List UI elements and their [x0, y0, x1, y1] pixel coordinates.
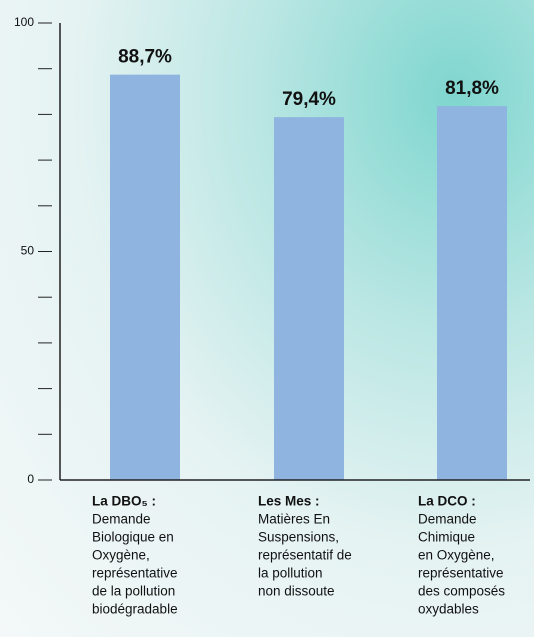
category-description: oxydables [418, 602, 479, 617]
category-description: Demande [92, 512, 151, 527]
y-tick-label: 0 [27, 472, 34, 486]
y-tick-label: 50 [21, 244, 35, 258]
bar [274, 117, 344, 480]
category-description: des composés [418, 584, 505, 599]
category-description: de la pollution [92, 584, 175, 599]
category-description: Oxygène, [92, 548, 150, 563]
category-description: Biologique en [92, 530, 174, 545]
category-description: biodégradable [92, 602, 178, 617]
value-label: 79,4% [282, 89, 336, 110]
category-label: Les Mes : [258, 494, 320, 509]
category-description: représentative [92, 566, 178, 581]
bar [437, 106, 507, 480]
category-description: représentatif de [258, 548, 352, 563]
category-description: Chimique [418, 530, 475, 545]
category-label: La DBO₅ : [92, 494, 156, 509]
category-description: Suspensions, [258, 530, 339, 545]
category-description: représentative [418, 566, 504, 581]
value-label: 81,8% [445, 78, 499, 99]
y-tick-label: 100 [14, 15, 34, 29]
value-label: 88,7% [118, 47, 172, 68]
bar [110, 74, 180, 481]
category-description: Demande [418, 512, 477, 527]
category-description: non dissoute [258, 584, 335, 599]
category-label: La DCO : [418, 494, 476, 509]
category-description: la pollution [258, 566, 323, 581]
category-description: Matières En [258, 512, 330, 527]
category-description: en Oxygène, [418, 548, 495, 563]
